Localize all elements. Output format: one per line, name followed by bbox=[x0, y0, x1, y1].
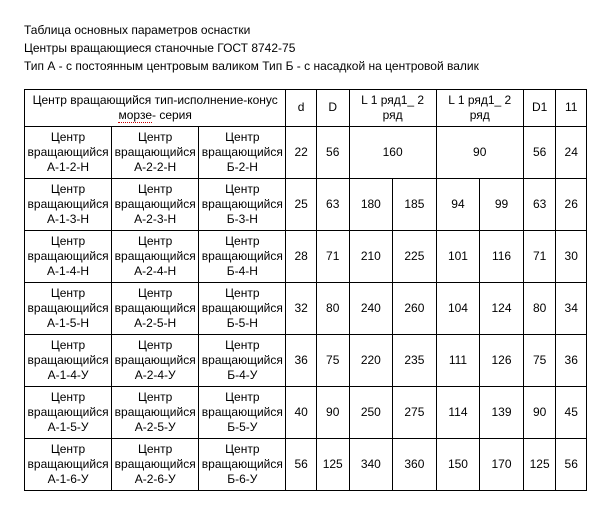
table-cell: 225 bbox=[393, 230, 437, 282]
table-cell: Центр вращающийся А-2-4-У bbox=[112, 334, 199, 386]
table-cell: Центр вращающийся Б-2-Н bbox=[199, 126, 286, 178]
table-cell: 36 bbox=[556, 334, 587, 386]
header-D: D bbox=[316, 89, 349, 126]
table-cell: 56 bbox=[316, 126, 349, 178]
table-row: Центр вращающийся А-1-5-НЦентр вращающий… bbox=[25, 282, 587, 334]
table-cell: 99 bbox=[480, 178, 524, 230]
header-main: Центр вращающийся тип-исполнение-конус м… bbox=[25, 89, 286, 126]
table-cell: Центр вращающийся А-1-4-Н bbox=[25, 230, 112, 282]
heading-line-2: Центры вращающиеся станочные ГОСТ 8742-7… bbox=[24, 40, 587, 56]
table-cell: 75 bbox=[316, 334, 349, 386]
table-cell: 24 bbox=[556, 126, 587, 178]
table-cell: 170 bbox=[480, 438, 524, 490]
table-cell: 25 bbox=[286, 178, 316, 230]
table-cell: Центр вращающийся А-2-5-У bbox=[112, 386, 199, 438]
table-cell: 139 bbox=[480, 386, 524, 438]
table-cell: 45 bbox=[556, 386, 587, 438]
table-cell: 210 bbox=[349, 230, 393, 282]
table-cell: 275 bbox=[393, 386, 437, 438]
table-cell: 80 bbox=[523, 282, 556, 334]
table-row: Центр вращающийся А-1-5-УЦентр вращающий… bbox=[25, 386, 587, 438]
table-cell: Центр вращающийся А-1-5-У bbox=[25, 386, 112, 438]
table-row: Центр вращающийся А-1-3-НЦентр вращающий… bbox=[25, 178, 587, 230]
header-main-text: Центр вращающийся тип-исполнение-конус bbox=[33, 93, 278, 107]
parameters-table: Центр вращающийся тип-исполнение-конус м… bbox=[24, 89, 587, 491]
table-cell: 28 bbox=[286, 230, 316, 282]
table-cell: 125 bbox=[316, 438, 349, 490]
table-cell: Центр вращающийся Б-3-Н bbox=[199, 178, 286, 230]
table-cell: 56 bbox=[286, 438, 316, 490]
table-cell: Центр вращающийся А-1-6-У bbox=[25, 438, 112, 490]
table-cell: 124 bbox=[480, 282, 524, 334]
table-cell: 71 bbox=[316, 230, 349, 282]
table-cell: 75 bbox=[523, 334, 556, 386]
heading-line-1: Таблица основных параметров оснастки bbox=[24, 22, 587, 38]
table-cell: Центр вращающийся Б-4-Н bbox=[199, 230, 286, 282]
table-cell: 126 bbox=[480, 334, 524, 386]
table-cell: 26 bbox=[556, 178, 587, 230]
table-cell: 160 bbox=[349, 126, 436, 178]
table-cell: 71 bbox=[523, 230, 556, 282]
table-cell: Центр вращающийся А-2-3-Н bbox=[112, 178, 199, 230]
table-cell: 101 bbox=[436, 230, 480, 282]
header-main-spell: морзе bbox=[118, 108, 152, 123]
table-cell: 360 bbox=[393, 438, 437, 490]
table-cell: 56 bbox=[523, 126, 556, 178]
table-cell: 94 bbox=[436, 178, 480, 230]
table-cell: 34 bbox=[556, 282, 587, 334]
table-cell: Центр вращающийся А-1-3-Н bbox=[25, 178, 112, 230]
header-main-after: - серия bbox=[152, 108, 192, 122]
table-cell: Центр вращающийся Б-5-У bbox=[199, 386, 286, 438]
table-cell: 250 bbox=[349, 386, 393, 438]
table-cell: 56 bbox=[556, 438, 587, 490]
header-row: Центр вращающийся тип-исполнение-конус м… bbox=[25, 89, 587, 126]
header-L2: L 1 ряд1_ 2 ряд bbox=[436, 89, 523, 126]
table-cell: Центр вращающийся Б-5-Н bbox=[199, 282, 286, 334]
table-cell: 32 bbox=[286, 282, 316, 334]
table-cell: 80 bbox=[316, 282, 349, 334]
table-cell: 340 bbox=[349, 438, 393, 490]
table-cell: 104 bbox=[436, 282, 480, 334]
table-cell: 116 bbox=[480, 230, 524, 282]
table-cell: 30 bbox=[556, 230, 587, 282]
table-cell: 63 bbox=[316, 178, 349, 230]
table-row: Центр вращающийся А-1-4-НЦентр вращающий… bbox=[25, 230, 587, 282]
header-d: d bbox=[286, 89, 316, 126]
table-cell: 114 bbox=[436, 386, 480, 438]
table-cell: 36 bbox=[286, 334, 316, 386]
table-cell: Центр вращающийся Б-4-У bbox=[199, 334, 286, 386]
table-cell: 90 bbox=[316, 386, 349, 438]
table-cell: 180 bbox=[349, 178, 393, 230]
header-L1: L 1 ряд1_ 2 ряд bbox=[349, 89, 436, 126]
table-cell: Центр вращающийся Б-6-У bbox=[199, 438, 286, 490]
table-cell: 90 bbox=[523, 386, 556, 438]
header-last: 11 bbox=[556, 89, 587, 126]
table-cell: 260 bbox=[393, 282, 437, 334]
table-cell: Центр вращающийся А-1-2-Н bbox=[25, 126, 112, 178]
table-cell: 220 bbox=[349, 334, 393, 386]
table-cell: 125 bbox=[523, 438, 556, 490]
table-cell: 240 bbox=[349, 282, 393, 334]
table-cell: Центр вращающийся А-2-4-Н bbox=[112, 230, 199, 282]
table-cell: 150 bbox=[436, 438, 480, 490]
table-cell: 185 bbox=[393, 178, 437, 230]
table-cell: Центр вращающийся А-1-4-У bbox=[25, 334, 112, 386]
table-row: Центр вращающийся А-1-2-НЦентр вращающий… bbox=[25, 126, 587, 178]
table-cell: Центр вращающийся А-1-5-Н bbox=[25, 282, 112, 334]
table-cell: 235 bbox=[393, 334, 437, 386]
table-cell: 22 bbox=[286, 126, 316, 178]
table-row: Центр вращающийся А-1-6-УЦентр вращающий… bbox=[25, 438, 587, 490]
table-cell: Центр вращающийся А-2-2-Н bbox=[112, 126, 199, 178]
table-cell: Центр вращающийся А-2-5-Н bbox=[112, 282, 199, 334]
table-cell: 111 bbox=[436, 334, 480, 386]
table-cell: 40 bbox=[286, 386, 316, 438]
table-row: Центр вращающийся А-1-4-УЦентр вращающий… bbox=[25, 334, 587, 386]
table-cell: Центр вращающийся А-2-6-У bbox=[112, 438, 199, 490]
table-cell: 90 bbox=[436, 126, 523, 178]
table-cell: 63 bbox=[523, 178, 556, 230]
header-D1: D1 bbox=[523, 89, 556, 126]
heading-line-3: Тип А - с постоянным центровым валиком Т… bbox=[24, 58, 587, 74]
